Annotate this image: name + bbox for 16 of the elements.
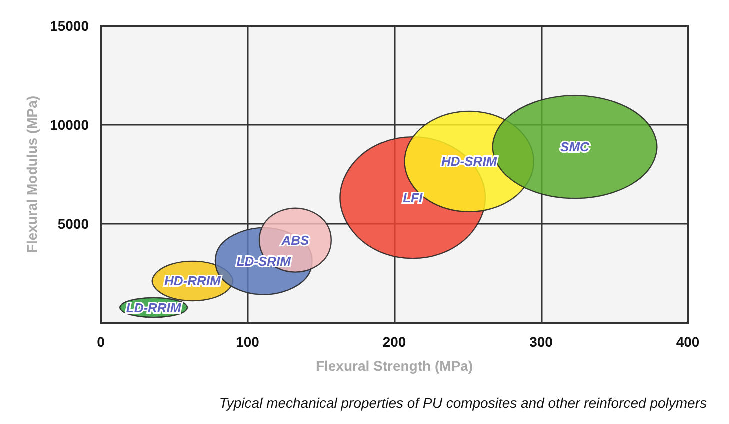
x-tick-label: 0: [97, 334, 106, 350]
y-tick-label: 15000: [50, 18, 90, 34]
series-label: LD-RRIM: [126, 300, 182, 316]
series-label: ABS: [280, 232, 310, 248]
x-tick-label: 400: [676, 334, 700, 350]
x-axis-title: Flexural Strength (MPa): [316, 358, 474, 374]
series-label: HD-RRIM: [164, 274, 222, 289]
x-tick-label: 300: [530, 334, 554, 350]
series-label: SMC: [560, 140, 590, 155]
y-tick-label: 10000: [50, 117, 90, 133]
x-tick-label: 200: [382, 334, 406, 350]
series-label: LFI: [403, 190, 423, 206]
x-tick-label: 100: [236, 334, 260, 350]
text: Typical mechanical properties of PU composites and other reinforced polymers: [219, 395, 708, 411]
y-axis-title: Flexural Modulus (MPa): [24, 96, 40, 254]
y-tick-label: 5000: [58, 216, 90, 232]
